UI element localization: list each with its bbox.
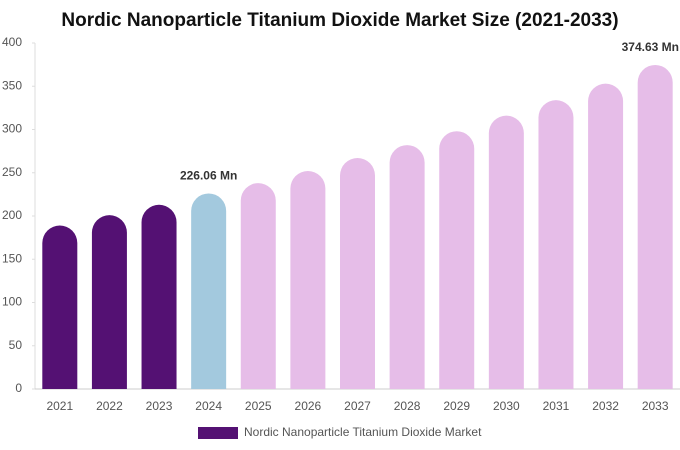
y-tick-label: 400 [2, 35, 22, 49]
chart-title: Nordic Nanoparticle Titanium Dioxide Mar… [61, 10, 618, 31]
bar [588, 83, 624, 389]
legend-label: Nordic Nanoparticle Titanium Dioxide Mar… [244, 425, 482, 439]
bar [637, 64, 673, 389]
x-tick-label: 2032 [592, 399, 619, 413]
y-tick-label: 350 [2, 78, 22, 92]
x-tick-label: 2030 [493, 399, 520, 413]
x-tick-label: 2029 [443, 399, 470, 413]
y-tick-label: 300 [2, 122, 22, 136]
bar [439, 131, 475, 390]
bar [191, 193, 227, 389]
bar [488, 115, 524, 389]
y-tick-label: 100 [2, 295, 22, 309]
bar [290, 171, 326, 389]
y-tick-label: 250 [2, 165, 22, 179]
x-tick-label: 2023 [146, 399, 173, 413]
x-tick-label: 2028 [394, 399, 421, 413]
bar [538, 100, 574, 389]
data-label: 226.06 Mn [180, 169, 237, 183]
x-tick-label: 2021 [46, 399, 73, 413]
x-tick-label: 2024 [195, 399, 222, 413]
y-tick-label: 200 [2, 208, 22, 222]
bar [340, 158, 375, 389]
x-tick-label: 2025 [245, 399, 272, 413]
data-label: 374.63 Mn [622, 40, 679, 54]
x-tick-label: 2033 [642, 399, 669, 413]
x-tick-label: 2031 [543, 399, 570, 413]
x-tick-label: 2022 [96, 399, 123, 413]
bar [141, 204, 177, 389]
y-tick-label: 0 [15, 381, 22, 395]
bar [389, 145, 425, 389]
bar [240, 183, 276, 389]
bar [91, 215, 127, 389]
y-tick-label: 150 [2, 251, 22, 265]
y-tick-label: 50 [9, 338, 23, 352]
bar [42, 225, 78, 389]
x-tick-label: 2027 [344, 399, 371, 413]
legend-swatch [198, 427, 238, 439]
x-tick-label: 2026 [295, 399, 322, 413]
